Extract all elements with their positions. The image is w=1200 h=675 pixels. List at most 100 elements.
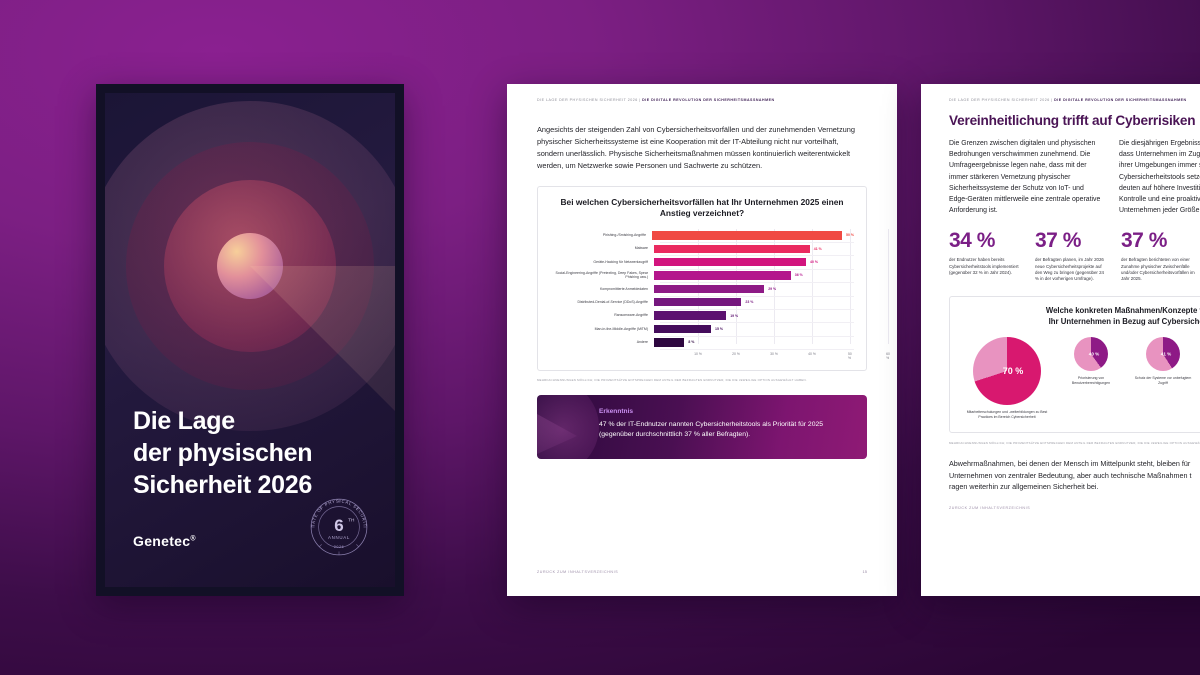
running-head-section: DIE DIGITALE REVOLUTION DER SICHERHEITSM… bbox=[642, 98, 775, 102]
svg-text:6: 6 bbox=[334, 516, 343, 535]
bar-category-label: Malware bbox=[634, 246, 648, 251]
bar-segment bbox=[654, 324, 711, 334]
bar-track: 50 % bbox=[652, 229, 854, 242]
cover-core-circle bbox=[217, 233, 283, 299]
bar-chart-title: Bei welchen Cybersicherheitsvorfällen ha… bbox=[560, 196, 844, 219]
pie-chart: 41 % bbox=[1146, 337, 1180, 372]
bar-track: 29 % bbox=[654, 282, 854, 295]
pie-chart-group: 70 % Mitarbeiterschulungen und -weiterbil… bbox=[960, 337, 1200, 420]
running-head-prefix: DIE LAGE DER PHYSISCHEN SICHERHEIT 2026 … bbox=[949, 98, 1055, 102]
bar-category-label: Ransomware-Angriffe bbox=[614, 313, 648, 318]
bar-chart-row: Social-Engineering-Angriffe (Pretexting,… bbox=[550, 269, 854, 282]
insight-callout: Erkenntnis 47 % der IT-Endnutzer nannten… bbox=[537, 394, 867, 459]
statistics-row: 34 % der Endnutzer haben bereits Cybersic… bbox=[949, 230, 1200, 282]
bar-category-label: Social-Engineering-Angriffe (Pretexting,… bbox=[555, 270, 648, 280]
insight-text: 47 % der IT-Endnutzer nannten Cybersiche… bbox=[599, 420, 824, 439]
stat-block: 37 % der Befragten berichteten von einer … bbox=[1121, 230, 1195, 282]
registered-trademark-icon: ® bbox=[190, 535, 196, 543]
chart-row-divider bbox=[660, 349, 854, 351]
closing-line-3: ragen weiterhin zur allgemeinen Sicherhe… bbox=[949, 482, 1099, 492]
running-head-section: DIE DIGITALE REVOLUTION DER SICHERHEITSM… bbox=[1054, 98, 1187, 102]
chart-row-divider bbox=[660, 242, 854, 244]
pie-caption: Schutz der Systeme vor unbefugtem Zugrif… bbox=[1134, 376, 1192, 385]
svg-text:ANNUAL: ANNUAL bbox=[328, 535, 350, 540]
running-head: DIE LAGE DER PHYSISCHEN SICHERHEIT 2026 … bbox=[949, 98, 1200, 102]
bar-chart-row: Phishing-/Smishing-Angriffe 50 % bbox=[550, 229, 854, 242]
stat-caption: der Befragten planen, im Jahr 2026 neue … bbox=[1035, 257, 1105, 282]
bar-category-label: Geräte-Hacking für Netzwerkzugriff bbox=[593, 259, 648, 264]
section-heading: Vereinheitlichung trifft auf Cyberrisike… bbox=[949, 113, 1196, 128]
stat-value: 34 % bbox=[949, 229, 995, 253]
pie-chart-item: 40 % Priorisierung von Benutzerberechtigu… bbox=[1060, 337, 1122, 386]
back-to-toc-link[interactable]: ZURÜCK ZUM INHALTSVERZEICHNIS bbox=[537, 569, 619, 574]
cover-page[interactable]: Die Lage der physischen Sicherheit 2026 … bbox=[96, 84, 404, 596]
pie-caption: Priorisierung von Benutzerberechtigungen bbox=[1071, 376, 1111, 385]
report-page-stats[interactable]: DIE LAGE DER PHYSISCHEN SICHERHEIT 2026 … bbox=[921, 84, 1200, 596]
stat-caption: der Befragten berichteten von einer Zuna… bbox=[1121, 257, 1195, 282]
bar-chart-row: Man-in-the-Middle-Angriffe (MiTM) 15 % bbox=[550, 322, 854, 335]
chart-x-tick: 30 % bbox=[770, 352, 778, 357]
chart-x-tick: 40 % bbox=[808, 352, 816, 357]
bar-category-label: Andere bbox=[636, 340, 648, 345]
bar-chart-row: Andere 8 % bbox=[550, 336, 854, 349]
cover-title-line-3: Sicherheit 2026 bbox=[133, 471, 312, 499]
bar-track: 8 % bbox=[654, 336, 854, 349]
bar-value-label: 36 % bbox=[794, 273, 803, 278]
pie-chart-card: Welche konkreten Maßnahmen/Konzepte verf… bbox=[949, 296, 1200, 433]
bar-chart-row: Kompromittierte Anmeldedaten 29 % bbox=[550, 282, 854, 295]
bar-track: 15 % bbox=[654, 322, 854, 335]
bar-value-label: 8 % bbox=[688, 340, 695, 345]
bar-chart-row: Malware 41 % bbox=[550, 242, 854, 255]
cover-artwork: Die Lage der physischen Sicherheit 2026 … bbox=[105, 93, 395, 587]
bar-value-label: 19 % bbox=[730, 313, 739, 318]
cover-title: Die Lage der physischen Sicherheit 2026 bbox=[133, 405, 375, 501]
pie-chart: 40 % bbox=[1074, 337, 1108, 372]
bar-chart-row: Ransomware-Angriffe 19 % bbox=[550, 309, 854, 322]
chart-row-divider bbox=[660, 268, 854, 270]
chart-footnote: MEHRFACHNENNUNGEN MÖGLICH; DIE PROZENTSÄ… bbox=[537, 378, 807, 383]
bar-segment bbox=[654, 298, 742, 307]
stat-block: 34 % der Endnutzer haben bereits Cybersic… bbox=[949, 230, 1023, 282]
pie-chart-title-line-2: Ihr Unternehmen in Bezug auf Cybersicher… bbox=[1048, 317, 1200, 327]
genetec-logo-text: Genetec bbox=[133, 533, 191, 549]
svg-text:2026: 2026 bbox=[334, 545, 344, 549]
bar-value-label: 41 % bbox=[813, 246, 822, 251]
pie-value-label: 40 % bbox=[1088, 351, 1100, 357]
pie-chart-item: 41 % Schutz der Systeme vor unbefugtem Zu… bbox=[1132, 337, 1194, 386]
pie-chart-item: 70 % Mitarbeiterschulungen und -weiterbil… bbox=[964, 337, 1050, 420]
bar-segment bbox=[654, 244, 810, 253]
closing-line-1: Abwehrmaßnahmen, bei denen der Mensch im… bbox=[949, 459, 1191, 469]
chart-x-axis: 10 % 20 % 30 % 40 % 50 % 60 % bbox=[660, 352, 890, 361]
anniversary-seal-icon: STATE OF PHYSICAL SECURITY 6 TH ANNUAL 2… bbox=[303, 489, 373, 561]
pie-chart-title-line-1: Welche konkreten Maßnahmen/Konzepte verf… bbox=[1045, 306, 1200, 316]
genetec-logo: Genetec® bbox=[133, 533, 196, 549]
bar-chart-plot: Phishing-/Smishing-Angriffe 50 % Malware 41… bbox=[550, 228, 890, 361]
bar-track: 19 % bbox=[654, 309, 854, 322]
stat-block: 37 % der Befragten planen, im Jahr 2026 n… bbox=[1035, 230, 1109, 282]
pie-value-label: 70 % bbox=[1002, 366, 1024, 377]
closing-line-2: Unternehmen von zentraler Bedeutung, abe… bbox=[949, 470, 1192, 480]
chart-x-tick: 60 % bbox=[886, 352, 890, 361]
chart-row-divider bbox=[660, 309, 854, 311]
bar-value-label: 15 % bbox=[715, 327, 723, 332]
column-right: Die diesjährigen Ergebnisse zeigen außer… bbox=[1119, 140, 1200, 215]
chart-x-tick: 10 % bbox=[694, 352, 702, 357]
column-left: Die Grenzen zwischen digitalen und physi… bbox=[949, 140, 1101, 215]
running-head: DIE LAGE DER PHYSISCHEN SICHERHEIT 2026 … bbox=[537, 98, 867, 102]
pie-chart: 70 % bbox=[973, 337, 1041, 406]
bar-segment bbox=[654, 271, 791, 280]
bar-value-label: 23 % bbox=[745, 300, 754, 305]
cover-title-line-1: Die Lage bbox=[133, 407, 235, 435]
bar-track: 41 % bbox=[654, 242, 854, 255]
bar-value-label: 29 % bbox=[768, 286, 777, 291]
bar-value-label: 40 % bbox=[810, 260, 818, 265]
chart-x-tick: 50 % bbox=[848, 352, 852, 361]
stat-caption: der Endnutzer haben bereits Cybersicherh… bbox=[949, 257, 1019, 275]
chart-x-tick: 20 % bbox=[732, 352, 740, 357]
stat-value: 37 % bbox=[1035, 229, 1081, 253]
pie-chart-title: Welche konkreten Maßnahmen/Konzepte verf… bbox=[960, 306, 1200, 328]
pie-value-label: 41 % bbox=[1160, 351, 1172, 357]
report-page-chart[interactable]: DIE LAGE DER PHYSISCHEN SICHERHEIT 2026 … bbox=[507, 84, 897, 596]
insight-arc-decoration bbox=[537, 394, 599, 459]
back-to-toc-link[interactable]: ZURÜCK ZUM INHALTSVERZEICHNIS bbox=[949, 506, 1031, 511]
